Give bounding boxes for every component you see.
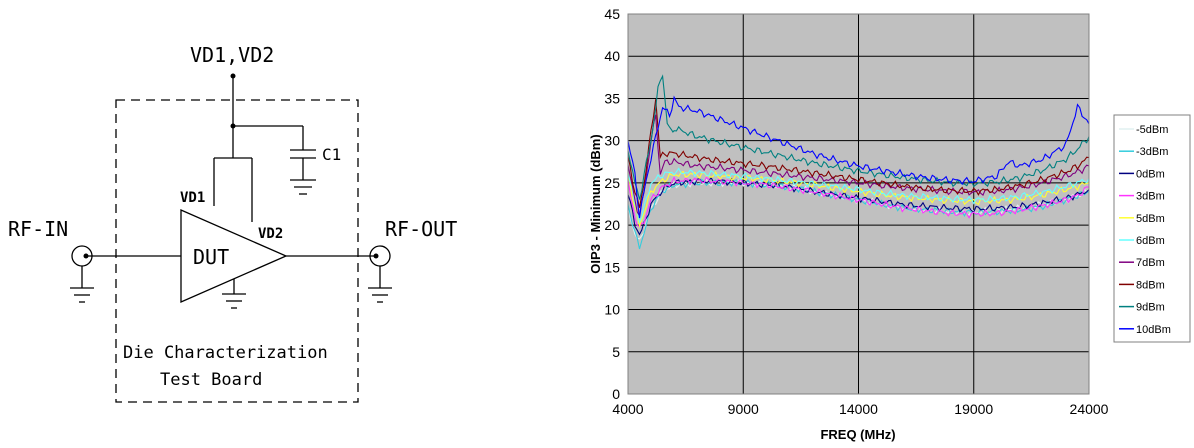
rf-in-label: RF-IN: [8, 217, 68, 241]
series-line-9dBm: [627, 74, 1090, 200]
dut-label: DUT: [193, 245, 229, 269]
y-tick-label: 40: [604, 48, 620, 64]
series-line-10dBm: [627, 95, 1090, 219]
supply-net: [213, 76, 304, 222]
y-tick-label: 30: [604, 133, 620, 149]
test-board-schematic: VD1,VD2 C1 VD1 VD2 DUT RF-IN RF-OUT Die …: [8, 43, 457, 403]
y-tick-label: 35: [604, 90, 620, 106]
x-tick-label: 9000: [728, 401, 759, 417]
x-tick-label: 24000: [1070, 401, 1109, 417]
x-tick-label: 4000: [612, 401, 643, 417]
legend-label: 9dBm: [1136, 302, 1165, 314]
series-line-8dBm: [627, 99, 1090, 208]
rf-out-connector: [286, 245, 392, 303]
series-line-3dBm: [627, 176, 1090, 228]
cap-node-dot: [230, 123, 236, 129]
series-line-6dBm: [627, 167, 1090, 224]
rf-out-label: RF-OUT: [385, 217, 457, 241]
plot-frame: [627, 13, 1090, 395]
dut-ground-icon: [222, 279, 246, 309]
legend-label: -3dBm: [1136, 146, 1168, 158]
oip3-chart: 4000 9000 14000 19000 24000 0 5 10 15 20 25 30 35 40…: [588, 6, 1191, 442]
y-tick-label: 5: [612, 344, 620, 360]
supply-label: VD1,VD2: [190, 43, 274, 67]
legend-label: 8dBm: [1136, 279, 1165, 291]
legend: -5dBm -3dBm 0dBm 3dBm 5dBm 6dBm 7dBm 8dBm 9dBm 10…: [1113, 114, 1191, 343]
x-tick-labels: 4000 9000 14000 19000 24000: [612, 401, 1108, 417]
legend-box: [1113, 114, 1191, 343]
vd1-pin-label: VD1: [180, 190, 205, 206]
y-axis-title: OIP3 - Minimum (dBm): [588, 134, 603, 273]
x-tick-label: 14000: [839, 401, 878, 417]
legend-label: 3dBm: [1136, 191, 1165, 203]
y-tick-label: 15: [604, 259, 620, 275]
legend-label: 5dBm: [1136, 213, 1165, 225]
board-label-line1: Die Characterization: [123, 343, 328, 363]
rf-in-connector: [70, 245, 181, 303]
supply-node-dot: [230, 73, 236, 79]
legend-label: 6dBm: [1136, 235, 1165, 247]
y-tick-label: 45: [604, 6, 620, 22]
x-axis-title: FREQ (MHz): [820, 427, 895, 442]
series-line--3dBm: [627, 178, 1090, 250]
vd2-pin-label: VD2: [258, 226, 283, 242]
rf-out-pin-dot: [373, 253, 379, 259]
series-layer: [627, 74, 1090, 250]
test-board-outline: [115, 99, 359, 403]
rf-in-pin-dot: [83, 253, 89, 259]
legend-label: 10dBm: [1136, 324, 1171, 336]
y-tick-label: 25: [604, 175, 620, 191]
legend-label: -5dBm: [1136, 124, 1168, 136]
c1-label: C1: [322, 145, 341, 164]
y-tick-label: 10: [604, 302, 620, 318]
y-tick-label: 20: [604, 217, 620, 233]
y-tick-labels: 0 5 10 15 20 25 30 35 40 45: [604, 6, 620, 402]
x-tick-label: 19000: [954, 401, 993, 417]
series-line-7dBm: [627, 114, 1090, 218]
legend-label: 7dBm: [1136, 257, 1165, 269]
capacitor-c1: [290, 149, 316, 195]
board-label-line2: Test Board: [160, 370, 262, 390]
y-tick-label: 0: [612, 386, 620, 402]
legend-label: 0dBm: [1136, 168, 1165, 180]
